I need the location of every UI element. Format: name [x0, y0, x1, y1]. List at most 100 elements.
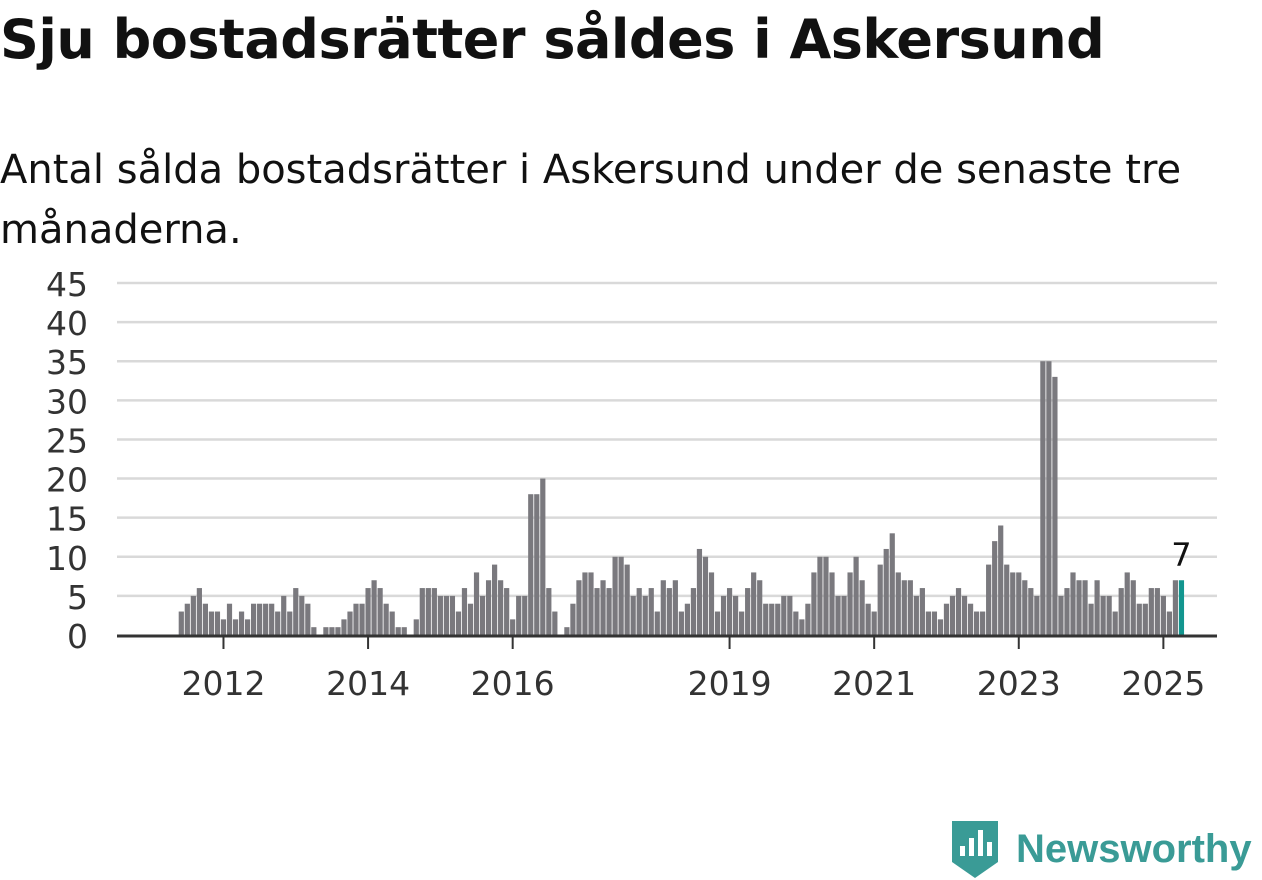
bar: [1034, 595, 1040, 635]
bar: [1016, 572, 1022, 635]
bar: [702, 556, 709, 635]
bar: [220, 619, 227, 635]
bar: [666, 588, 672, 635]
bar: [793, 611, 799, 635]
y-tick-label: 20: [46, 461, 88, 500]
bar: [208, 611, 215, 635]
bar: [238, 611, 245, 635]
bar: [473, 572, 480, 635]
bar: [184, 603, 190, 635]
bar: [293, 588, 299, 635]
bar: [684, 603, 690, 635]
bar: [413, 619, 419, 635]
bar: [287, 611, 293, 635]
bar: [847, 572, 853, 635]
bar: [895, 572, 901, 635]
bar: [299, 595, 305, 635]
bar: [437, 595, 443, 635]
bar: [341, 619, 347, 635]
bar: [751, 572, 757, 635]
bar: [443, 595, 449, 635]
y-tick-label: 25: [46, 421, 88, 460]
bar: [1070, 572, 1076, 635]
bar: [799, 619, 805, 635]
bar: [618, 556, 624, 635]
bar: [1094, 580, 1100, 635]
bar: [552, 611, 558, 635]
bar: [1172, 580, 1179, 635]
bar: [564, 627, 570, 635]
y-tick-label: 30: [46, 382, 88, 421]
brand-logo: Newsworthy: [950, 818, 1252, 880]
y-tick-label: 40: [46, 304, 88, 343]
bar: [1100, 595, 1106, 635]
bar: [974, 611, 980, 635]
x-tick-label: 2021: [832, 664, 916, 703]
bar: [401, 627, 407, 635]
bar: [835, 595, 841, 635]
bar: [594, 588, 600, 635]
bar: [251, 603, 257, 635]
bar: [329, 627, 335, 635]
bar: [492, 564, 498, 635]
bar: [389, 611, 395, 635]
bar: [528, 494, 534, 635]
bar: [642, 595, 648, 635]
bar: [504, 588, 510, 635]
bar: [859, 580, 865, 635]
bar: [823, 556, 829, 635]
bar: [419, 588, 425, 635]
bar: [1130, 580, 1136, 635]
bar: [624, 564, 630, 635]
y-tick-label: 10: [46, 539, 88, 578]
bar: [630, 595, 636, 635]
bar: [1040, 361, 1046, 635]
bar: [455, 611, 462, 635]
bar: [678, 611, 684, 635]
bar: [353, 603, 359, 635]
bar: [1148, 588, 1154, 635]
x-tick-label: 2025: [1121, 664, 1205, 703]
bar: [1112, 611, 1118, 635]
bar: [546, 588, 552, 635]
bar: [311, 627, 317, 635]
bar: [467, 603, 474, 635]
bar: [1052, 376, 1058, 635]
bar: [383, 603, 389, 635]
bar: [781, 595, 787, 635]
bar: [967, 603, 974, 635]
bar: [1142, 603, 1148, 635]
bar: [431, 588, 437, 635]
x-tick-label: 2023: [977, 664, 1061, 703]
bar: [516, 595, 522, 635]
highlight-value-label: 7: [1171, 536, 1191, 574]
bar: [943, 603, 950, 635]
bar: [347, 611, 353, 635]
y-tick-label: 45: [46, 265, 88, 304]
bar: [588, 572, 594, 635]
bar: [275, 611, 281, 635]
bar: [576, 580, 582, 635]
bar: [449, 595, 456, 635]
bar: [1028, 588, 1034, 635]
bar: [1124, 572, 1130, 635]
x-tick-label: 2012: [181, 664, 265, 703]
bar: [1010, 572, 1016, 635]
bar: [190, 595, 196, 635]
bar: [600, 580, 606, 635]
bar: [534, 494, 540, 635]
bar: [739, 611, 745, 635]
y-tick-label: 15: [46, 500, 88, 539]
bar: [359, 603, 365, 635]
bar: [919, 588, 925, 635]
bar: [335, 627, 341, 635]
bar: [1118, 588, 1124, 635]
bar: [955, 588, 962, 635]
bar: [214, 611, 221, 635]
bar: [1058, 595, 1064, 635]
bar: [479, 595, 486, 635]
bar: [817, 556, 823, 635]
bar: [178, 611, 184, 635]
bar: [708, 572, 715, 635]
bar: [871, 611, 877, 635]
